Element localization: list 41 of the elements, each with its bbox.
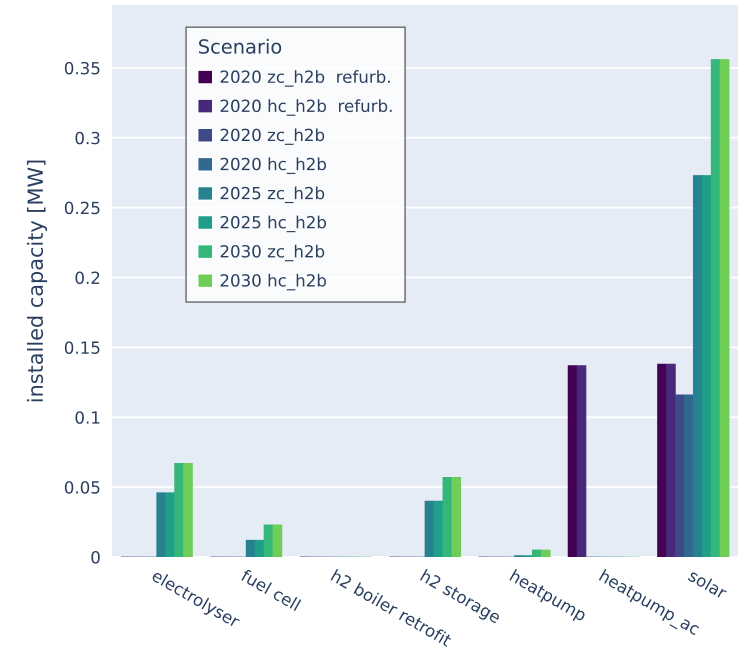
y-tick-label: 0.3 bbox=[75, 132, 100, 144]
bar bbox=[540, 550, 551, 557]
legend-label: 2020 hc_h2b refurb. bbox=[220, 99, 392, 116]
y-tick-label: 0.2 bbox=[75, 271, 100, 284]
bar bbox=[568, 365, 578, 557]
legend-label: 2025 hc_h2b bbox=[220, 216, 326, 232]
y-axis-title: installed capacity [MW] bbox=[26, 160, 48, 402]
legend-label: 2020 zc_h2b bbox=[220, 128, 324, 145]
bar bbox=[702, 175, 712, 557]
bar bbox=[720, 59, 730, 557]
bar bbox=[183, 463, 193, 557]
legend-title: Scenario bbox=[199, 38, 282, 54]
legend-label: 2030 hc_h2b bbox=[220, 274, 326, 290]
bar bbox=[684, 394, 694, 557]
y-tick-label: 0.25 bbox=[64, 202, 100, 214]
bar bbox=[675, 394, 685, 557]
bar bbox=[442, 476, 452, 557]
bar bbox=[264, 524, 274, 557]
legend-label: 2020 hc_h2b bbox=[220, 157, 326, 174]
x-tick-label: fuel cell bbox=[240, 568, 302, 612]
bar bbox=[272, 524, 282, 557]
legend-label: 2025 zc_h2b bbox=[220, 186, 324, 204]
y-tick-label: 0.35 bbox=[64, 62, 100, 74]
bar bbox=[424, 500, 434, 557]
bar bbox=[156, 492, 166, 557]
bar bbox=[692, 175, 703, 557]
y-tick-label: 0 bbox=[91, 550, 100, 564]
bar bbox=[576, 365, 586, 557]
bar bbox=[451, 476, 462, 557]
y-tick-label: 0.1 bbox=[75, 411, 100, 424]
legend-label: 2020 zc_h2b refurb. bbox=[220, 70, 390, 87]
legend-label: 2030 zc_h2b bbox=[220, 244, 324, 262]
bar bbox=[532, 550, 542, 557]
bar bbox=[657, 364, 667, 557]
y-tick-label: 0.15 bbox=[64, 341, 100, 354]
y-tick-label: 0.05 bbox=[64, 481, 100, 494]
bar bbox=[165, 492, 175, 557]
bar bbox=[254, 540, 264, 557]
bar bbox=[666, 364, 676, 557]
bar bbox=[434, 500, 444, 557]
bar bbox=[710, 59, 720, 557]
